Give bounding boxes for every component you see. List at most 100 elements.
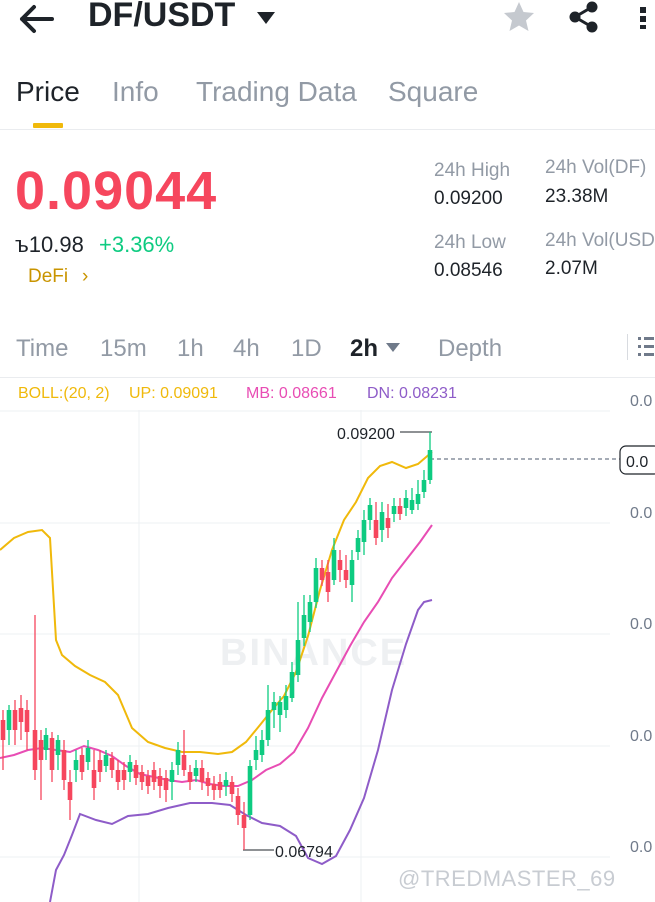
candle-body [421,480,427,492]
candle-body [397,506,403,514]
candle-body [331,550,337,580]
stat-high-value: 0.09200 [434,188,503,209]
price-change-percent: +3.36% [99,232,175,257]
chart-settings-icon[interactable] [628,334,655,360]
back-arrow-icon[interactable] [18,2,58,36]
tab-info[interactable]: Info [112,76,159,107]
caret-down-icon[interactable] [386,343,400,352]
candle-body [325,572,331,592]
tab-trading-data[interactable]: Trading Data [196,76,357,107]
candle-body [379,512,385,530]
candle-body [6,710,12,730]
candle-body [307,602,313,622]
tab-square[interactable]: Square [388,76,479,107]
pair-title[interactable]: DF/USDT [88,0,236,34]
candle-body [427,450,433,480]
candle-body [175,750,181,765]
candle-body [139,772,145,782]
candle-body [223,780,229,786]
candle-body [24,710,30,732]
candle-body [217,782,223,790]
caret-down-icon[interactable] [256,11,276,25]
candle-body [127,762,133,772]
candle-body [373,520,379,538]
active-tab-indicator [33,123,63,128]
candle-body [181,755,187,770]
stat-low-value: 0.08546 [434,260,503,281]
candle-body [43,735,49,750]
boll-dn-value: DN: 0.08231 [367,385,457,402]
candle-body [343,570,349,580]
boll-label[interactable]: BOLL:(20, 2) [18,385,110,402]
candle-body [235,796,241,815]
candle-body [229,782,235,794]
boll-up-line [0,451,433,756]
candle-body [61,750,67,780]
interval-4h[interactable]: 4h [233,335,260,362]
candle-body [109,758,115,770]
candle-body [73,760,79,770]
interval-divider-line [0,377,655,378]
y-axis-tick: 0.0 [630,728,653,745]
category-tag[interactable]: DeFi [28,266,69,287]
brand-watermark: BINANCE [220,632,408,674]
candle-body [313,568,319,602]
boll-mb-value: MB: 0.08661 [246,385,337,402]
candle-body [265,710,271,740]
stat-vol-base-label: 24h Vol(DF) [545,157,647,178]
star-icon[interactable] [502,0,536,34]
credit-watermark: @TREDMASTER_69 [398,866,616,891]
candle-body [85,748,91,762]
candle-body [211,784,217,790]
fiat-price: ъ10.98 [15,232,84,257]
candle-body [67,782,73,800]
candle-body [409,500,415,510]
candle-body [415,494,421,504]
candle-body [187,772,193,782]
tab-price[interactable]: Price [16,76,80,107]
stat-vol-quote-value: 2.07M [545,258,598,279]
candle-body [0,720,6,740]
candle-body [133,765,139,778]
candle-body [295,640,301,675]
interval-15m[interactable]: 15m [100,335,147,362]
high-marker-label: 0.09200 [337,426,395,443]
boll-mb-line [0,524,433,787]
candle-body [241,815,247,828]
candle-body [79,755,85,772]
candle-body [289,672,295,698]
y-axis-tick: 0.0 [630,393,653,410]
interval-2h[interactable]: 2h [350,335,379,362]
candle-body [205,778,211,786]
low-marker-label: 0.06794 [275,844,333,861]
candle-body [18,708,24,722]
candlestick-chart[interactable]: 0.0 0.09200 0.06794 [0,410,655,902]
stat-vol-base-value: 23.38M [545,186,609,207]
stat-low-label: 24h Low [434,232,506,253]
candle-body [103,755,109,766]
candle-body [283,696,289,710]
more-icon[interactable] [636,4,655,32]
candle-body [367,505,373,520]
candle-body [385,518,391,528]
stat-high-label: 24h High [434,160,511,181]
candle-body [259,740,265,755]
candle-body [115,770,121,782]
candle-group [0,432,433,850]
boll-up-value: UP: 0.09091 [129,385,218,402]
interval-1d[interactable]: 1D [291,335,322,362]
candle-body [55,740,61,755]
interval-1h[interactable]: 1h [177,335,204,362]
share-icon[interactable] [566,0,602,34]
chevron-right-icon[interactable]: › [82,266,89,287]
candle-body [337,560,343,570]
interval-time[interactable]: Time [16,335,69,362]
y-axis-tick: 0.0 [630,616,653,633]
candle-body [121,770,127,780]
interval-divider [627,334,628,360]
y-axis-tick: 0.0 [630,505,653,522]
candle-body [277,702,283,715]
candle-body [301,615,307,638]
last-price-marker: 0.0 [626,454,648,471]
interval-depth[interactable]: Depth [438,335,503,362]
